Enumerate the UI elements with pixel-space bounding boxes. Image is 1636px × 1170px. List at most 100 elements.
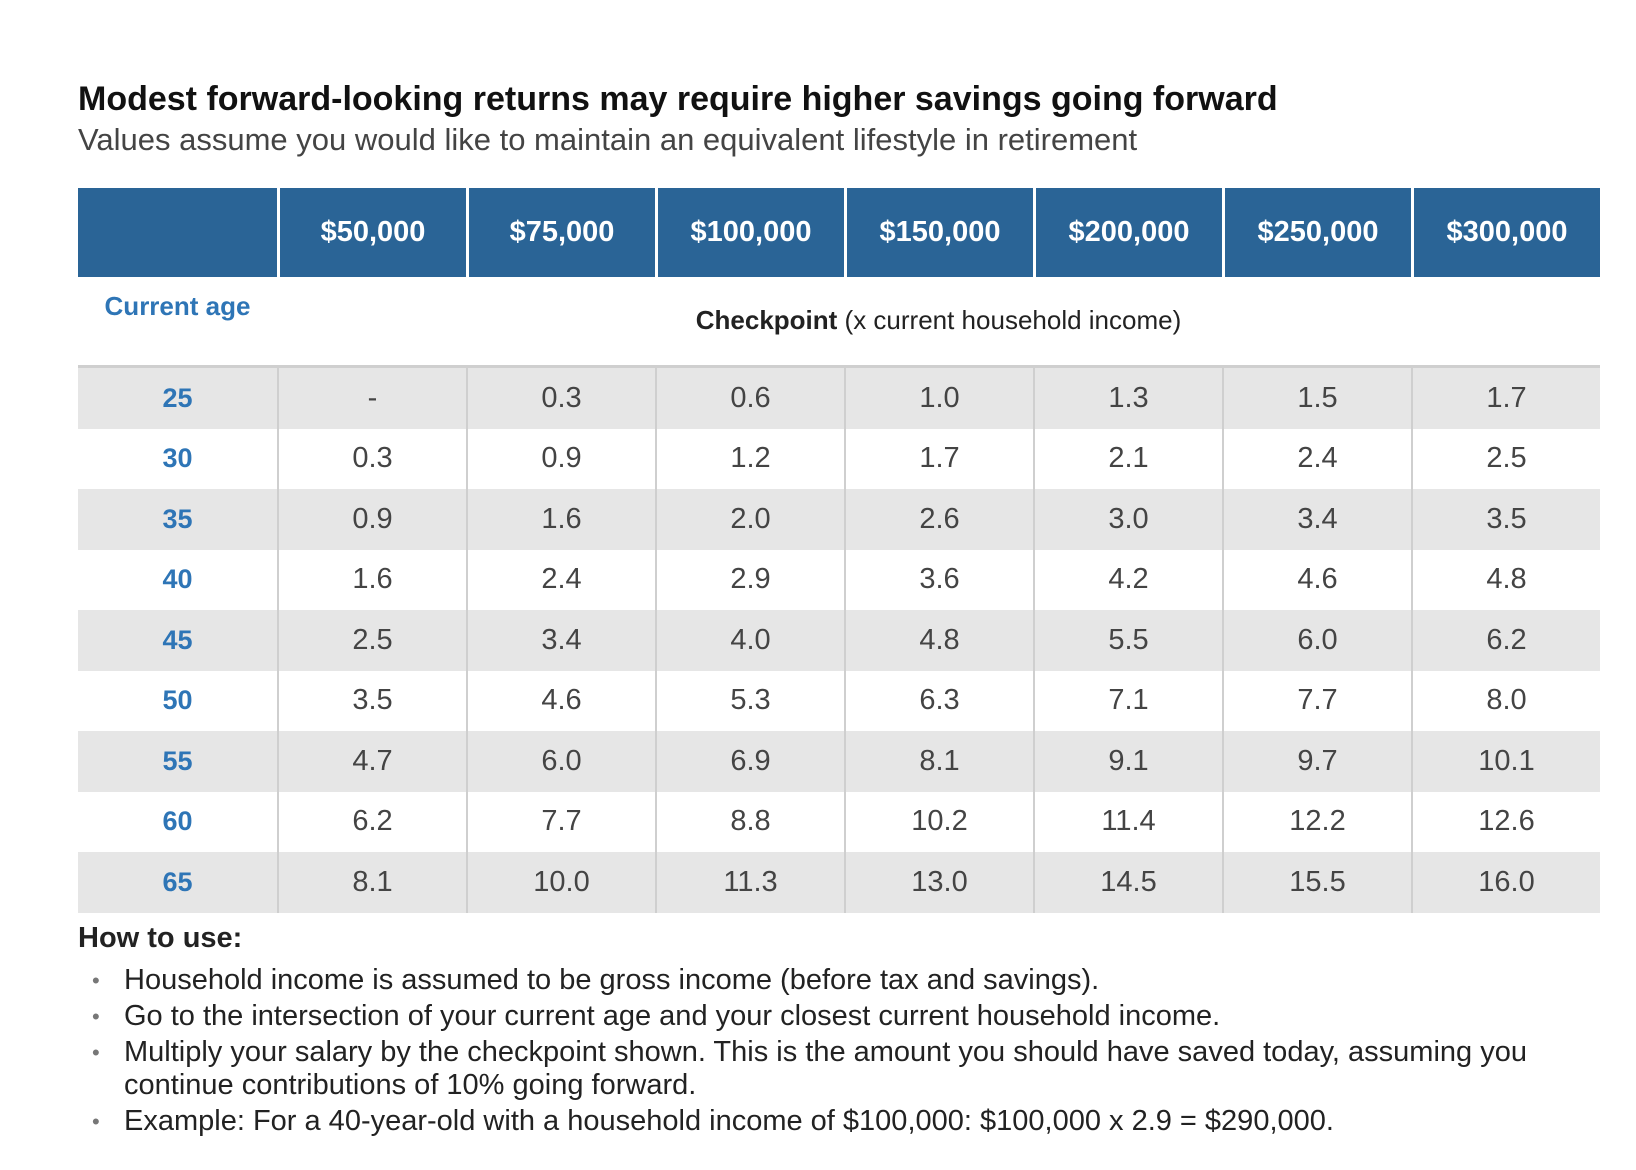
value-cell: 16.0	[1411, 852, 1600, 913]
income-header: $150,000	[847, 188, 1033, 277]
value-cell: 3.6	[844, 549, 1033, 610]
value-cell: 4.7	[277, 731, 466, 792]
value-cell: 3.5	[1411, 489, 1600, 550]
value-cell: 10.1	[1411, 731, 1600, 792]
list-item: Household income is assumed to be gross …	[92, 964, 1592, 997]
value-cell: 1.0	[844, 368, 1033, 429]
table-row: 65 8.1 10.0 11.3 13.0 14.5 15.5 16.0	[78, 852, 1600, 913]
list-item: Multiply your salary by the checkpoint s…	[92, 1036, 1592, 1102]
value-cell: 2.4	[466, 549, 655, 610]
value-cell: 8.8	[655, 791, 844, 852]
value-cell: 3.0	[1033, 489, 1222, 550]
value-cell: 5.5	[1033, 610, 1222, 671]
age-cell: 55	[162, 745, 193, 776]
value-cell: 4.8	[1411, 549, 1600, 610]
value-cell: 5.3	[655, 670, 844, 731]
value-cell: 2.0	[655, 489, 844, 550]
checkpoint-table: $50,000 $75,000 $100,000 $150,000 $200,0…	[78, 188, 1600, 913]
value-cell: 15.5	[1222, 852, 1411, 913]
checkpoint-rest: (x current household income)	[837, 305, 1182, 335]
value-cell: 2.6	[844, 489, 1033, 550]
age-cell: 25	[162, 382, 193, 413]
value-cell: 6.0	[1222, 610, 1411, 671]
age-cell: 65	[162, 866, 193, 897]
value-cell: 10.2	[844, 791, 1033, 852]
table-row: 55 4.7 6.0 6.9 8.1 9.1 9.7 10.1	[78, 731, 1600, 792]
value-cell: 2.1	[1033, 428, 1222, 489]
value-cell: 2.5	[1411, 428, 1600, 489]
value-cell: 1.5	[1222, 368, 1411, 429]
value-cell: 8.1	[844, 731, 1033, 792]
value-cell: 13.0	[844, 852, 1033, 913]
current-age-label: Current age	[104, 291, 251, 321]
table-row: 30 0.3 0.9 1.2 1.7 2.1 2.4 2.5	[78, 428, 1600, 489]
value-cell: 3.5	[277, 670, 466, 731]
how-to-heading: How to use:	[78, 922, 243, 954]
value-cell: 0.9	[466, 428, 655, 489]
value-cell: 14.5	[1033, 852, 1222, 913]
value-cell: 8.0	[1411, 670, 1600, 731]
income-header: $200,000	[1036, 188, 1222, 277]
table-row: 45 2.5 3.4 4.0 4.8 5.5 6.0 6.2	[78, 610, 1600, 671]
header-corner	[78, 188, 277, 277]
value-cell: 4.6	[466, 670, 655, 731]
value-cell: 0.3	[277, 428, 466, 489]
value-cell: 1.6	[277, 549, 466, 610]
table-row: 40 1.6 2.4 2.9 3.6 4.2 4.6 4.8	[78, 549, 1600, 610]
value-cell: 0.3	[466, 368, 655, 429]
value-cell: 3.4	[466, 610, 655, 671]
value-cell: 0.6	[655, 368, 844, 429]
list-item: Go to the intersection of your current a…	[92, 1000, 1592, 1033]
value-cell: 0.9	[277, 489, 466, 550]
checkpoint-label: Checkpoint (x current household income)	[277, 305, 1600, 336]
income-header: $75,000	[469, 188, 655, 277]
value-cell: 6.0	[466, 731, 655, 792]
subheader-row: Current age Checkpoint (x current househ…	[78, 277, 1600, 368]
age-cell: 30	[162, 443, 193, 474]
checkpoint-bold: Checkpoint	[695, 305, 838, 335]
table-row: 60 6.2 7.7 8.8 10.2 11.4 12.2 12.6	[78, 791, 1600, 852]
value-cell: 8.1	[277, 852, 466, 913]
list-item: Example: For a 40-year-old with a househ…	[92, 1105, 1592, 1138]
age-cell: 60	[162, 806, 193, 837]
table-row: 25 -0.3 0.6 1.0 1.3 1.5 1.7	[78, 368, 1600, 429]
page-subtitle: Values assume you would like to maintain…	[78, 122, 1138, 157]
age-cell: 45	[162, 624, 193, 655]
value-cell: 7.1	[1033, 670, 1222, 731]
value-cell: 3.4	[1222, 489, 1411, 550]
income-header: $300,000	[1414, 188, 1600, 277]
value-cell: 1.7	[1411, 368, 1600, 429]
table-body: 25-0.3 0.6 1.0 1.3 1.5 1.7 30 0.3 0.9 1.2 1.7 2.1 2.…	[78, 368, 1600, 913]
value-cell: 12.2	[1222, 791, 1411, 852]
value-cell: 11.3	[655, 852, 844, 913]
value-cell: 11.4	[1033, 791, 1222, 852]
value-cell: 6.2	[277, 791, 466, 852]
value-cell: 4.0	[655, 610, 844, 671]
value-cell: 1.3	[1033, 368, 1222, 429]
value-cell: 2.5	[277, 610, 466, 671]
value-cell: 4.2	[1033, 549, 1222, 610]
value-cell: 6.3	[844, 670, 1033, 731]
value-cell: 7.7	[466, 791, 655, 852]
value-cell: -	[277, 368, 466, 429]
value-cell: 12.6	[1411, 791, 1600, 852]
value-cell: 1.6	[466, 489, 655, 550]
value-cell: 10.0	[466, 852, 655, 913]
page-title: Modest forward-looking returns may requi…	[78, 80, 1278, 118]
value-cell: 7.7	[1222, 670, 1411, 731]
income-header: $250,000	[1225, 188, 1411, 277]
value-cell: 6.9	[655, 731, 844, 792]
value-cell: 2.4	[1222, 428, 1411, 489]
table-row: 35 0.9 1.6 2.0 2.6 3.0 3.4 3.5	[78, 489, 1600, 550]
income-header: $100,000	[658, 188, 844, 277]
value-cell: 4.6	[1222, 549, 1411, 610]
age-cell: 50	[162, 685, 193, 716]
value-cell: 1.7	[844, 428, 1033, 489]
age-cell: 35	[162, 503, 193, 534]
value-cell: 2.9	[655, 549, 844, 610]
value-cell: 6.2	[1411, 610, 1600, 671]
age-cell: 40	[162, 564, 193, 595]
value-cell: 4.8	[844, 610, 1033, 671]
value-cell: 9.7	[1222, 731, 1411, 792]
